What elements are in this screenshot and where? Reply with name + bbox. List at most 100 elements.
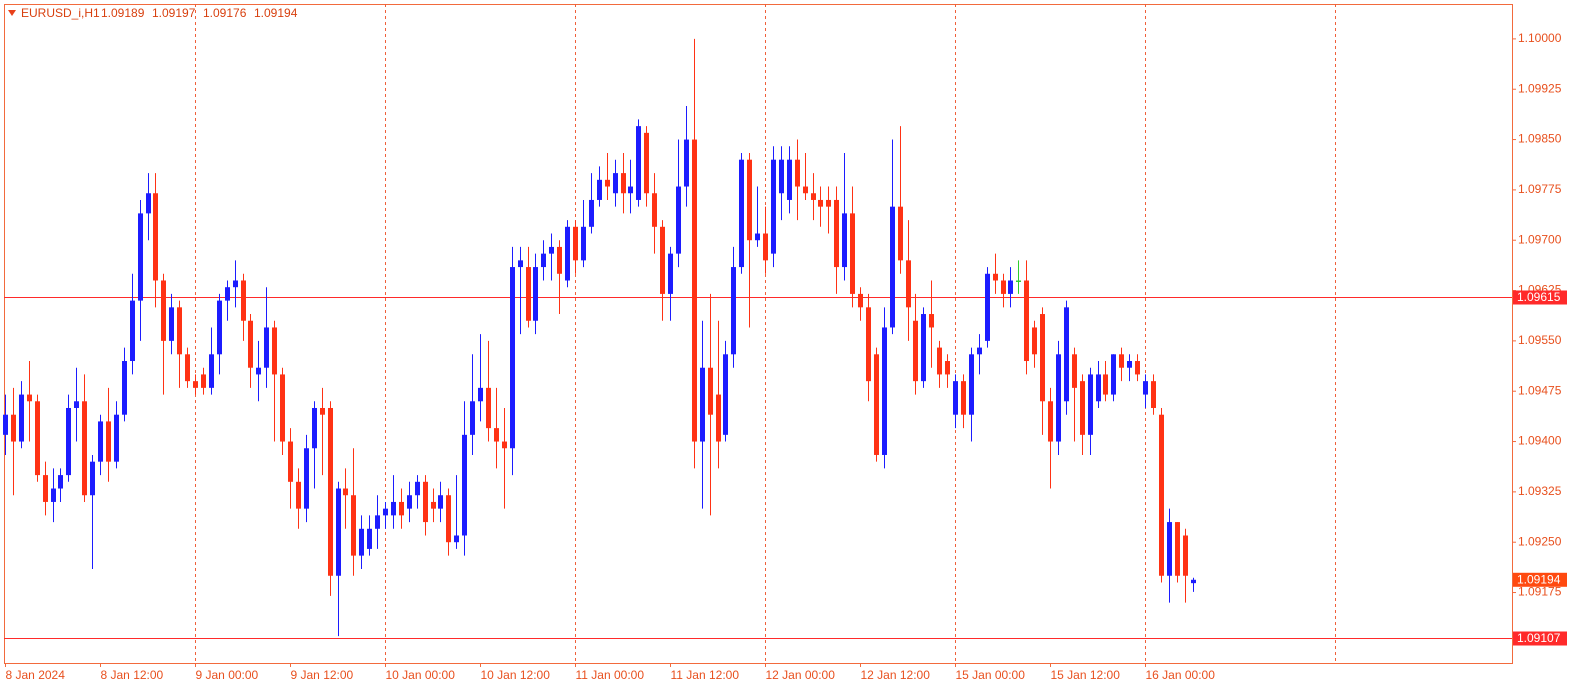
candle-body <box>431 501 436 509</box>
candle-body <box>1119 354 1124 368</box>
candle-body <box>19 394 24 442</box>
y-tick-label: 1.09325 <box>1518 484 1562 498</box>
candle-body <box>977 347 982 355</box>
x-tick-label: 15 Jan 00:00 <box>956 668 1026 682</box>
candle-body <box>1143 381 1148 395</box>
x-tick-label: 12 Jan 00:00 <box>766 668 836 682</box>
candle-body <box>225 287 230 301</box>
y-tick-label: 1.09850 <box>1518 132 1562 146</box>
header-close: 1.09194 <box>254 6 298 20</box>
y-tick-label: 1.09475 <box>1518 383 1562 397</box>
candle-body <box>130 300 135 362</box>
candle-body <box>1111 354 1116 395</box>
candle-body <box>11 414 16 442</box>
candle-body <box>1103 374 1108 395</box>
x-tick-label: 8 Jan 12:00 <box>101 668 164 682</box>
candle-body <box>613 173 618 194</box>
candle-body <box>98 421 103 462</box>
candle-body <box>217 300 222 355</box>
candle-body <box>256 367 261 375</box>
candle-body <box>343 488 348 496</box>
candle-body <box>834 199 839 268</box>
symbol: EURUSD_i,H1 <box>21 6 100 20</box>
candle-body <box>731 267 736 355</box>
axis: 1.09175 1.09250 1.09325 1.09400 1.09475 1.095… <box>5 31 1567 682</box>
candle-body <box>169 307 174 341</box>
candle-body <box>486 387 491 429</box>
candle-body <box>438 495 443 509</box>
candle-body <box>288 441 293 482</box>
y-tick-label: 1.09250 <box>1518 534 1562 548</box>
candle-body <box>652 193 657 227</box>
candle-body <box>945 361 950 375</box>
candle-body <box>1016 280 1021 282</box>
y-tick-label: 1.09175 <box>1518 585 1562 599</box>
price-label-box <box>1513 631 1567 646</box>
header-low: 1.09176 <box>203 6 247 20</box>
candle-body <box>122 361 127 415</box>
candle-body <box>1024 280 1029 362</box>
x-tick-label: 8 Jan 2024 <box>6 668 66 682</box>
price-label: 1.09107 <box>1517 631 1561 645</box>
candle-body <box>913 320 918 382</box>
candle-body <box>763 233 768 261</box>
candle-body <box>304 448 309 509</box>
candle-body <box>161 280 166 341</box>
candle-body <box>66 407 71 476</box>
candle-body <box>921 314 926 382</box>
candle-body <box>383 508 388 516</box>
candle-body <box>138 213 143 301</box>
candle-body <box>937 347 942 375</box>
candle-body <box>454 535 459 543</box>
candle-body <box>3 414 8 435</box>
x-tick-label: 11 Jan 12:00 <box>671 668 740 682</box>
x-tick-label: 10 Jan 12:00 <box>481 668 551 682</box>
candle-body <box>668 253 673 294</box>
candle-body <box>723 354 728 435</box>
candle-body <box>1088 374 1093 435</box>
candle-body <box>1127 361 1132 368</box>
candle-body <box>533 267 538 321</box>
candle-body <box>1135 361 1140 375</box>
candle-body <box>82 401 87 496</box>
candle-body <box>1032 327 1037 355</box>
candle-body <box>898 206 903 261</box>
candle-body <box>803 186 808 194</box>
candle-body <box>177 307 182 355</box>
candle-body <box>621 173 626 194</box>
candle-body <box>58 475 63 489</box>
candle-body <box>779 159 784 194</box>
header-arrow <box>8 10 16 16</box>
y-tick-label: 1.09550 <box>1518 333 1562 347</box>
candle-body <box>644 132 649 194</box>
candle-body <box>565 226 570 281</box>
candle-body <box>866 307 871 382</box>
candle-body <box>1159 414 1164 576</box>
header-high: 1.09197 <box>152 6 196 20</box>
candle-body <box>272 327 277 375</box>
y-tick-label: 1.09700 <box>1518 232 1562 246</box>
candle-body <box>185 354 190 382</box>
candle-body <box>367 528 372 549</box>
x-tick-label: 11 Jan 00:00 <box>576 668 645 682</box>
candle-body <box>858 293 863 308</box>
candle-body <box>581 226 586 261</box>
candle-body <box>636 126 641 200</box>
candle-body <box>462 434 467 536</box>
candle-body <box>359 528 364 556</box>
price-label-box <box>1513 290 1567 305</box>
candle-body <box>890 206 895 328</box>
candle-body <box>423 481 428 523</box>
candle-body <box>882 327 887 455</box>
y-tick-label: 1.09775 <box>1518 182 1562 196</box>
candle-body <box>700 367 705 442</box>
candle-body <box>1191 579 1196 584</box>
candle-body <box>660 226 665 294</box>
candle-body <box>407 495 412 509</box>
candle-body <box>1167 522 1172 576</box>
y-tick-label: 1.09925 <box>1518 81 1562 95</box>
candle-body <box>1096 374 1101 402</box>
last-price-box <box>1513 572 1567 587</box>
candle-body <box>446 495 451 543</box>
